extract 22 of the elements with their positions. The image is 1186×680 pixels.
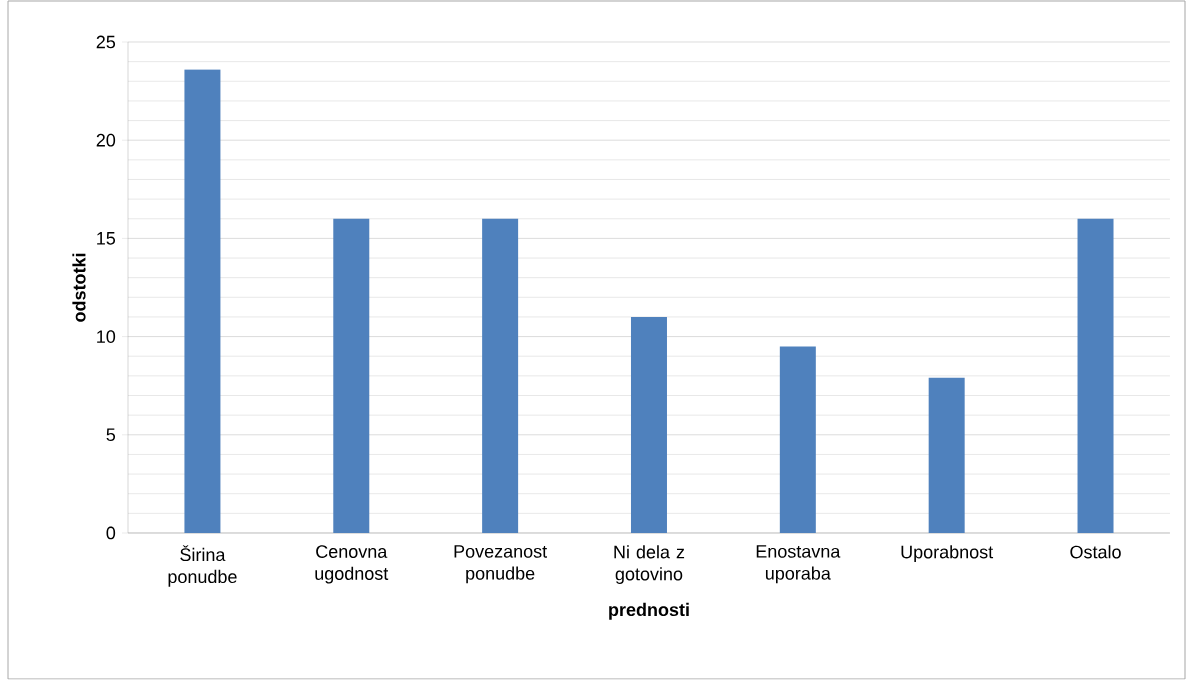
bar [184, 69, 221, 533]
y-tick-label: 20 [96, 133, 116, 147]
y-axis-title: odstotki [72, 253, 86, 322]
x-tick-label: Enostavna uporaba [756, 545, 841, 584]
x-tick-label: Uporabnost [901, 545, 994, 562]
bar [779, 346, 816, 533]
x-tick-label: Povezanost ponudbe [454, 545, 548, 584]
y-tick-label: 25 [96, 35, 116, 49]
x-tick-label: Ostalo [1070, 545, 1121, 559]
y-tick-label: 0 [106, 526, 116, 540]
y-tick-label: 5 [106, 428, 116, 442]
y-tick-label: 15 [97, 232, 116, 245]
x-tick-label: Ni dela z gotovino [614, 545, 685, 584]
bar [928, 377, 965, 533]
x-tick-label: Širina ponudbe [168, 545, 237, 587]
bar [333, 218, 370, 533]
x-tick-label: Cenovna ugodnost [315, 545, 389, 584]
x-axis-title: prednosti [609, 602, 689, 620]
bar [630, 316, 667, 533]
bar [482, 218, 519, 533]
bar [1077, 218, 1114, 533]
y-tick-label: 10 [97, 330, 116, 343]
